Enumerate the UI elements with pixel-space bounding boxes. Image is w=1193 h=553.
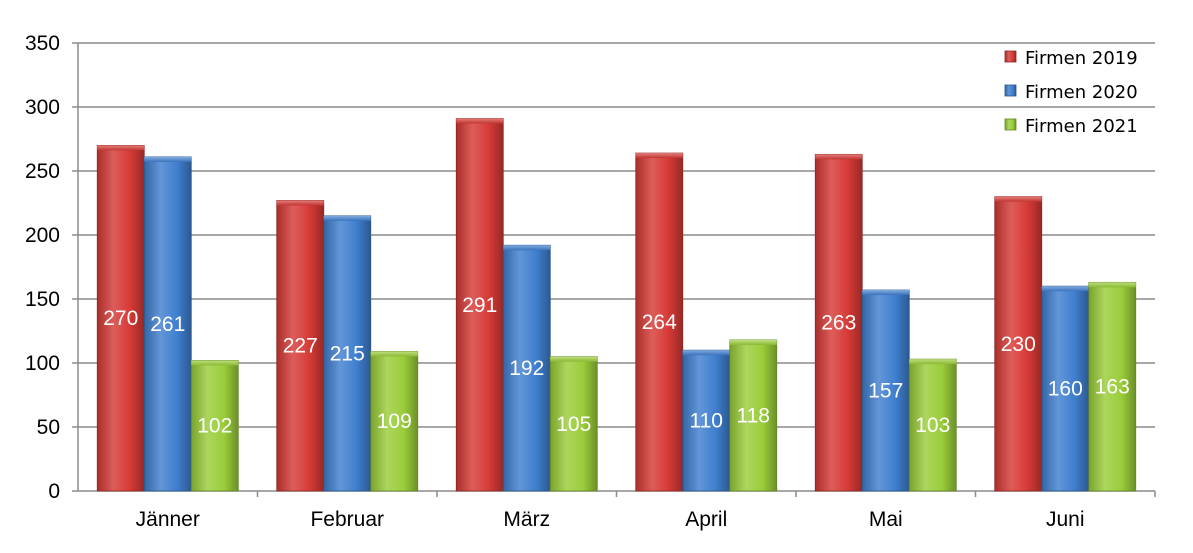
data-label: 110 bbox=[690, 410, 723, 433]
bar-top bbox=[729, 339, 777, 345]
bar-top bbox=[815, 154, 863, 160]
bar bbox=[729, 339, 778, 492]
legend-label: Firmen 2019 bbox=[1025, 48, 1138, 69]
bar bbox=[502, 244, 551, 492]
bar-top bbox=[323, 215, 371, 221]
bar bbox=[370, 351, 419, 492]
data-label: 192 bbox=[509, 357, 544, 380]
bar-top bbox=[144, 156, 192, 162]
y-tick-label: 50 bbox=[37, 416, 60, 439]
y-tick-label: 250 bbox=[25, 160, 60, 183]
bar-top bbox=[191, 360, 239, 366]
data-label: 263 bbox=[821, 312, 856, 335]
category-label: Februar bbox=[310, 508, 384, 531]
bar bbox=[276, 200, 325, 492]
legend-swatch bbox=[1004, 84, 1017, 97]
category-label: März bbox=[503, 508, 550, 531]
bar bbox=[1088, 281, 1137, 492]
bar-top bbox=[1088, 282, 1136, 288]
category-label: Mai bbox=[869, 508, 903, 531]
data-label: 227 bbox=[283, 335, 318, 358]
bar bbox=[1041, 285, 1090, 492]
legend: Firmen 2019 Firmen 2020 Firmen 2021 bbox=[1004, 48, 1138, 137]
bar-top bbox=[909, 359, 957, 365]
bar-top bbox=[503, 245, 551, 251]
bar bbox=[143, 156, 192, 492]
data-labels: 270 261 102 227 215 109 291 192 105 264 110 118 263 1… bbox=[103, 294, 1130, 438]
data-label: 102 bbox=[197, 415, 232, 438]
bar-top bbox=[862, 290, 910, 296]
bar bbox=[994, 196, 1043, 492]
data-label: 230 bbox=[1001, 333, 1036, 356]
y-tick-label: 0 bbox=[48, 480, 60, 503]
legend-label: Firmen 2021 bbox=[1025, 116, 1138, 137]
bar bbox=[635, 152, 684, 492]
y-tick-label: 350 bbox=[25, 32, 60, 55]
y-tick-label: 300 bbox=[25, 96, 60, 119]
data-label: 118 bbox=[737, 404, 770, 427]
data-label: 163 bbox=[1095, 376, 1130, 399]
category-label: April bbox=[685, 508, 727, 531]
bar bbox=[96, 144, 145, 492]
bar-top bbox=[1041, 286, 1089, 292]
bar bbox=[190, 360, 239, 492]
data-label: 261 bbox=[150, 313, 185, 336]
bar-top bbox=[994, 196, 1042, 202]
data-label: 291 bbox=[462, 294, 497, 317]
bar bbox=[323, 215, 372, 492]
legend-label: Firmen 2020 bbox=[1025, 82, 1138, 103]
y-tick-label: 200 bbox=[25, 224, 60, 247]
bar bbox=[861, 289, 910, 492]
axes: 0 50 100 150 200 250 300 350 Jänner Februar März Ap… bbox=[25, 32, 1156, 531]
category-label: Jänner bbox=[136, 508, 200, 531]
bar-top bbox=[635, 153, 683, 159]
bar-top bbox=[682, 350, 730, 356]
bar-top bbox=[550, 356, 598, 362]
data-label: 160 bbox=[1048, 378, 1083, 401]
bar-top bbox=[370, 351, 418, 357]
data-label: 264 bbox=[642, 311, 677, 334]
bar-top bbox=[276, 200, 324, 206]
data-label: 215 bbox=[330, 342, 365, 365]
data-label: 103 bbox=[915, 414, 950, 437]
category-label: Juni bbox=[1046, 508, 1085, 531]
y-tick-label: 150 bbox=[25, 288, 60, 311]
legend-swatch bbox=[1004, 118, 1017, 131]
legend-swatch bbox=[1004, 50, 1017, 63]
data-label: 270 bbox=[103, 307, 138, 330]
data-label: 105 bbox=[556, 413, 591, 436]
bars bbox=[96, 118, 1137, 492]
data-label: 157 bbox=[868, 380, 903, 403]
bar-top bbox=[456, 118, 504, 124]
data-label: 109 bbox=[377, 410, 412, 433]
bar-top bbox=[97, 145, 145, 151]
gridlines bbox=[78, 42, 1155, 428]
y-tick-label: 100 bbox=[25, 352, 60, 375]
